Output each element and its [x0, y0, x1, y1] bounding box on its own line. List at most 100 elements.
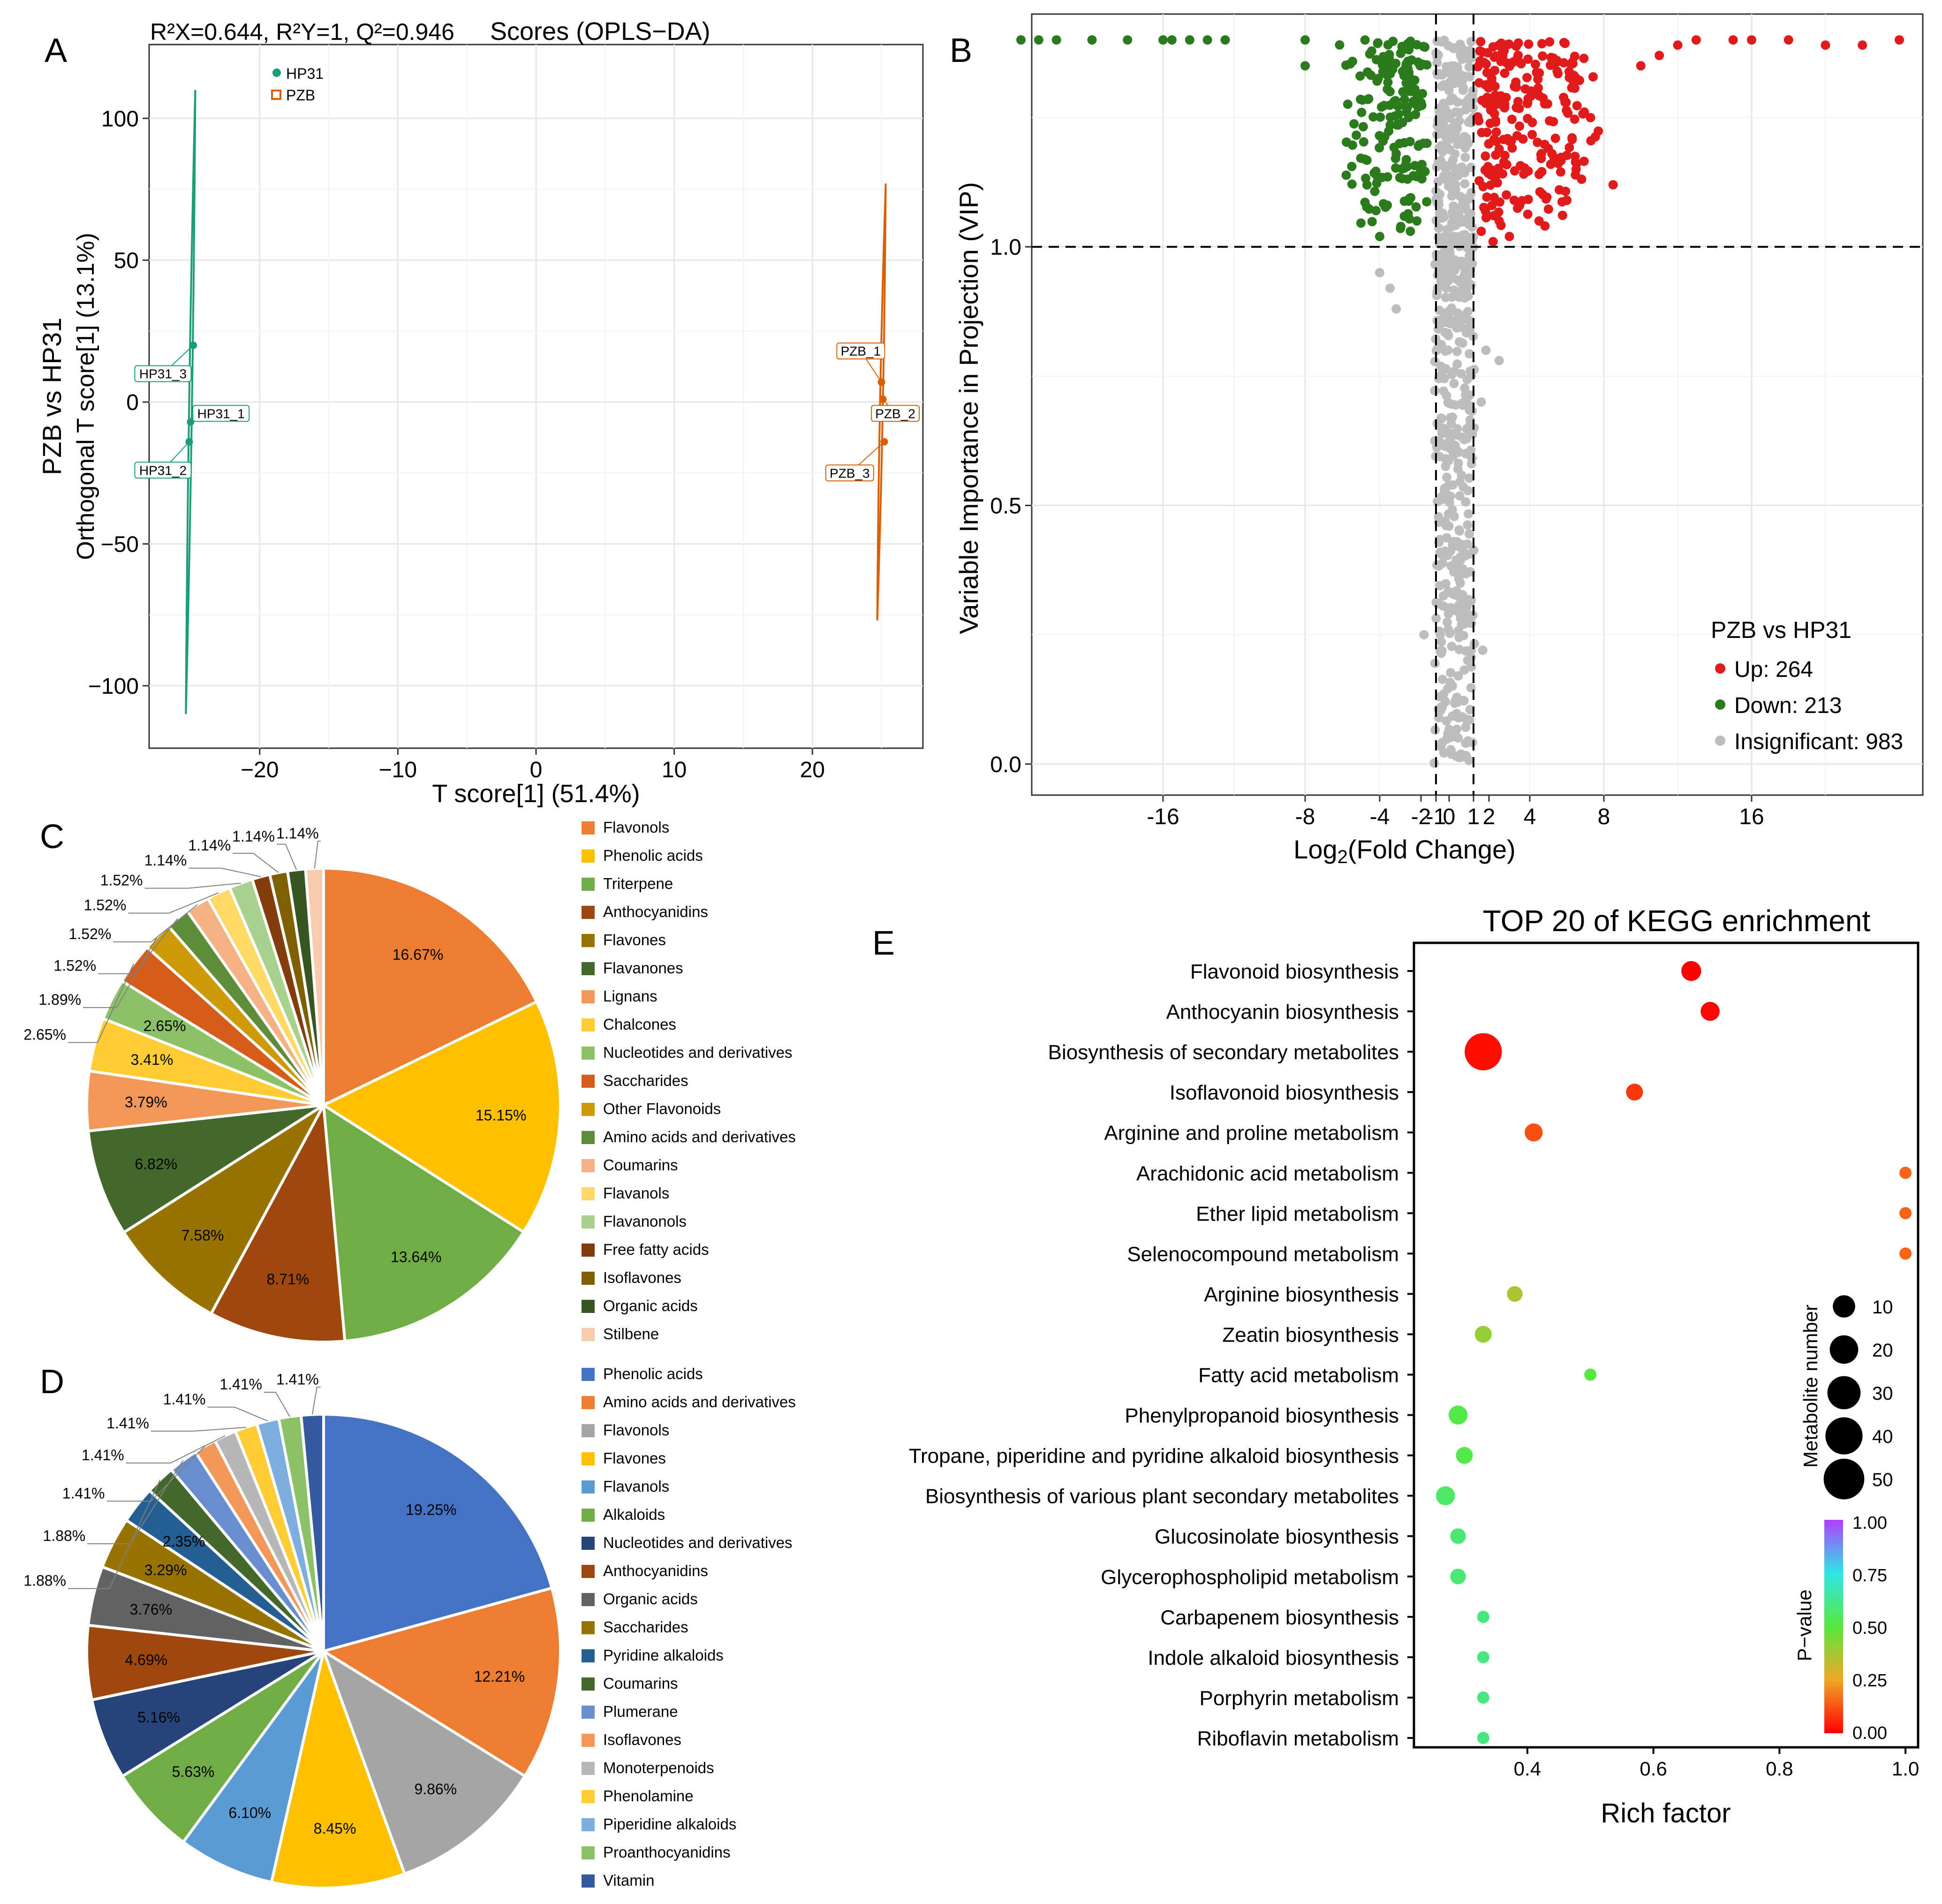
legend-label: Phenolic acids [603, 847, 703, 864]
b-point-up [1498, 46, 1508, 56]
b-point-insignificant [1432, 290, 1442, 300]
pie-outer-label: 1.14% [232, 828, 275, 845]
legend-label: Flavanonols [603, 1213, 687, 1230]
panel-b-ylabel: Variable Importance in Projection (VIP) [954, 182, 983, 634]
legend-label: Isoflavones [603, 1731, 681, 1748]
e-pathway-dot [1899, 1247, 1912, 1260]
b-point-insignificant [1441, 521, 1451, 531]
b-point-insignificant [1437, 702, 1447, 712]
b-point-up [1500, 68, 1510, 78]
b-point-insignificant [1441, 292, 1451, 302]
panel-b-volcano: 0.0 0.5 1.0 -16 -8 -4 -2-10 1 2 4 8 16 Log2(Fold Ch… [954, 13, 1924, 867]
b-point-up [1588, 72, 1598, 82]
b-point-down [1185, 35, 1194, 45]
b-point-insignificant [1435, 252, 1445, 262]
legend-swatch [582, 1565, 595, 1578]
b-point-up [1490, 66, 1500, 76]
b-point-insignificant [1461, 738, 1471, 748]
a-ytick-label: 100 [101, 106, 139, 131]
b-point-insignificant [1445, 441, 1455, 451]
b-point-down [1403, 86, 1413, 96]
b-point-insignificant [1452, 347, 1462, 357]
b-point-down [1405, 214, 1414, 224]
b-point-insignificant [1451, 220, 1461, 230]
b-point-up [1561, 186, 1571, 196]
b-point-insignificant [1459, 665, 1469, 675]
legend-swatch [582, 1677, 595, 1691]
b-point-up [1488, 42, 1498, 52]
pvalue-legend-label: 0.25 [1852, 1671, 1887, 1691]
b-point-insignificant [1456, 555, 1466, 565]
b-point-up [1858, 40, 1867, 50]
b-xtick-label: 16 [1739, 804, 1764, 829]
a-point-pzb_3 [880, 438, 888, 446]
legend-label: Saccharides [603, 1072, 688, 1089]
b-point-up [1542, 99, 1552, 109]
e-pathway-label: Glucosinolate biosynthesis [1155, 1525, 1399, 1548]
b-point-up [1673, 40, 1683, 50]
b-point-up [1475, 56, 1485, 66]
b-ytick-label: 1.0 [990, 235, 1021, 260]
b-point-up [1486, 180, 1496, 190]
legend-swatch [582, 1734, 595, 1747]
b-point-up [1513, 38, 1523, 48]
b-point-down [1371, 206, 1381, 216]
e-pathway-dot [1477, 1610, 1489, 1623]
legend-label: Flavones [603, 1449, 666, 1467]
b-point-insignificant [1461, 751, 1471, 760]
b-point-insignificant [1443, 345, 1453, 355]
legend-swatch [582, 1818, 595, 1831]
b-point-up [1523, 209, 1533, 219]
b-point-down [1401, 78, 1411, 88]
legend-swatch [582, 1874, 595, 1888]
b-point-insignificant [1451, 180, 1460, 190]
panel-e-rows: Flavonoid biosynthesis Anthocyanin biosyn… [909, 960, 1912, 1750]
panel-e-ticks: 0.4 0.6 0.8 1.0 [1407, 970, 1919, 1780]
b-point-down [1391, 59, 1401, 68]
panel-a-legend: HP31 PZB [271, 65, 324, 104]
b-point-insignificant [1454, 292, 1464, 302]
b-point-down [1379, 199, 1389, 209]
legend-label: Monoterpenoids [603, 1759, 714, 1776]
b-point-down [1360, 197, 1370, 207]
b-point-insignificant [1456, 192, 1466, 202]
e-pathway-label: Flavonoid biosynthesis [1190, 960, 1399, 983]
a-ellipse-pzb [876, 183, 887, 621]
pie-slice-flavanols [181, 1650, 325, 1884]
e-pathway-dot [1450, 1569, 1466, 1585]
a-ytick-label: 50 [114, 249, 139, 273]
pvalue-legend-label: 0.75 [1852, 1566, 1887, 1585]
legend-swatch [582, 1368, 595, 1381]
legend-label: Flavanols [603, 1478, 669, 1495]
b-point-up [1747, 35, 1756, 45]
b-point-insignificant [1443, 550, 1452, 560]
legend-swatch [582, 1300, 595, 1313]
b-point-insignificant [1454, 108, 1464, 118]
b-point-up [1500, 103, 1510, 113]
legend-label: Nucleotides and derivatives [603, 1534, 793, 1551]
b-point-insignificant [1437, 675, 1447, 684]
e-xtick-label: 0.4 [1514, 1758, 1541, 1780]
b-point-down [1347, 161, 1357, 171]
b-point-down [1383, 40, 1393, 50]
b-point-up [1895, 35, 1904, 45]
pie-leader-line [106, 1446, 205, 1502]
e-pathway-dot [1899, 1167, 1912, 1179]
legend-swatch [582, 1159, 595, 1172]
b-point-insignificant [1452, 62, 1462, 72]
legend-up-marker [1715, 663, 1725, 674]
pie-leader-line [68, 1479, 161, 1589]
a-point-label: HP31_3 [139, 367, 187, 381]
b-point-up [1549, 117, 1558, 127]
b-point-down [1422, 197, 1432, 207]
b-point-insignificant [1467, 235, 1477, 245]
legend-swatch [582, 990, 595, 1003]
panel-b-ticks: 0.0 0.5 1.0 -16 -8 -4 -2-10 1 2 4 8 16 [990, 235, 1764, 829]
b-xtick-label: 4 [1524, 804, 1536, 829]
b-point-insignificant [1465, 324, 1475, 334]
e-pathway-dot [1436, 1486, 1455, 1505]
b-point-down [1373, 38, 1383, 48]
pie-outer-label: 1.41% [219, 1376, 262, 1393]
b-point-insignificant [1438, 234, 1448, 243]
